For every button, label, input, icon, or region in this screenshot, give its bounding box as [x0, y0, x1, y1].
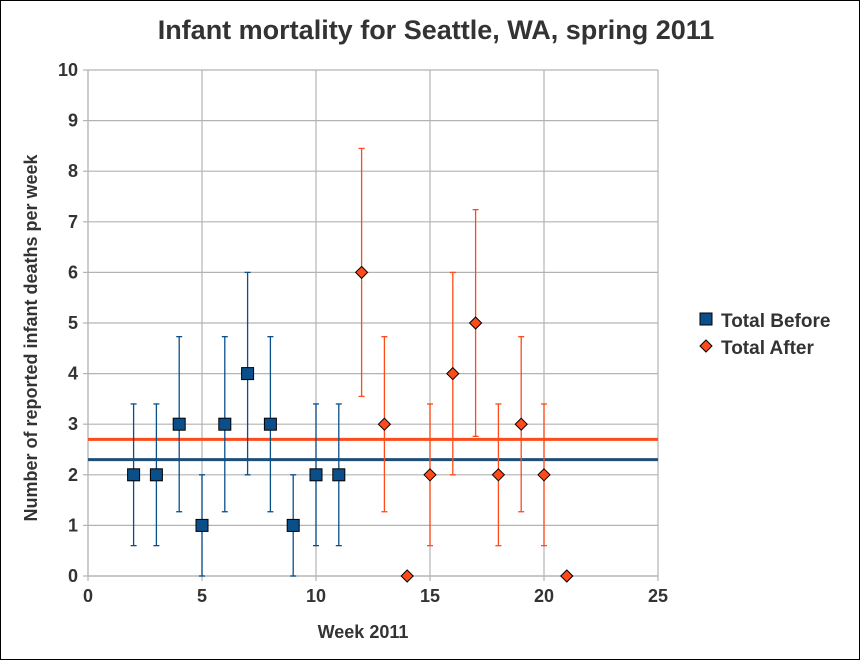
- chart-title: Infant mortality for Seattle, WA, spring…: [158, 15, 715, 45]
- y-axis-label: Number of reported infant deaths per wee…: [21, 153, 41, 521]
- data-point-total-after: [468, 316, 483, 330]
- data-point-total-before: [263, 417, 277, 431]
- data-point-total-before: [241, 367, 255, 381]
- x-tick-label: 5: [197, 586, 207, 606]
- y-tick-label: 9: [68, 111, 78, 131]
- data-point-total-before: [172, 417, 186, 431]
- data-point-total-after: [423, 468, 437, 482]
- x-tick-labels: 0 5 10 15 20 25: [83, 586, 668, 606]
- x-tick-label: 15: [420, 586, 440, 606]
- y-tick-label: 8: [68, 161, 78, 181]
- data-point-total-after: [377, 417, 392, 431]
- data-point-total-before: [195, 518, 209, 532]
- legend-marker-total-after: [699, 339, 713, 353]
- legend-label-total-after: Total After: [721, 338, 814, 359]
- data-point-total-before: [218, 417, 232, 431]
- data-point-total-after: [446, 366, 460, 381]
- y-tick-label: 4: [68, 364, 78, 384]
- data-point-total-before: [309, 468, 323, 482]
- y-tick-label: 6: [68, 262, 78, 282]
- y-tick-label: 3: [68, 414, 78, 434]
- data-markers: [127, 265, 574, 583]
- data-point-total-after: [560, 569, 574, 583]
- data-point-total-after: [491, 468, 506, 482]
- x-tick-label: 0: [83, 586, 93, 606]
- y-tick-label: 1: [68, 515, 78, 535]
- data-point-total-before: [149, 468, 163, 482]
- legend-marker-total-before: [699, 312, 713, 326]
- x-tick-label: 20: [534, 586, 554, 606]
- y-tick-label: 10: [58, 60, 78, 80]
- data-point-total-after: [354, 265, 369, 280]
- y-tick-label: 7: [68, 212, 78, 232]
- data-point-total-after: [400, 569, 414, 583]
- x-tick-label: 25: [648, 586, 668, 606]
- x-axis-label: Week 2011: [318, 622, 409, 642]
- legend-label-total-before: Total Before: [721, 311, 830, 332]
- y-tick-label: 2: [68, 465, 78, 485]
- data-point-total-before: [332, 468, 346, 482]
- data-point-total-after: [537, 468, 551, 482]
- data-point-total-before: [127, 468, 141, 482]
- x-tick-label: 10: [306, 586, 326, 606]
- data-point-total-before: [286, 518, 300, 532]
- mean-lines: [88, 437, 658, 462]
- data-point-total-after: [514, 417, 528, 431]
- y-tick-label: 5: [68, 313, 78, 333]
- y-tick-label: 0: [68, 566, 78, 586]
- legend: Total Before Total After: [699, 311, 830, 359]
- y-tick-labels: 0 1 2 3 4 5 6 7 8 9 10: [58, 60, 78, 586]
